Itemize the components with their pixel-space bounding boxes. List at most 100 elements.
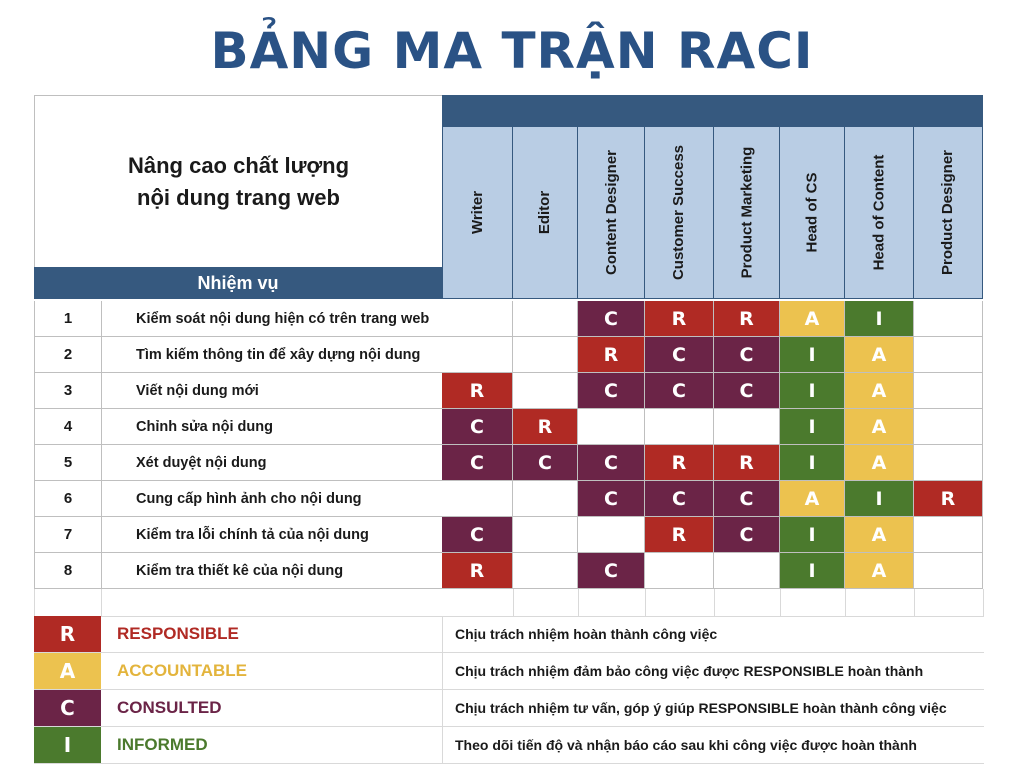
raci-cell: C <box>578 481 645 517</box>
raci-cell <box>513 481 578 517</box>
raci-cell: C <box>578 553 645 589</box>
role-label: Head of Content <box>870 154 888 271</box>
grid-divider <box>645 589 646 617</box>
role-label: Product Designer <box>939 149 957 276</box>
legend-letter: I <box>34 727 101 763</box>
raci-cell: A <box>845 337 914 373</box>
task-number: 4 <box>34 409 101 445</box>
role-header: Product Designer <box>914 127 983 299</box>
raci-cell: I <box>780 553 845 589</box>
raci-cell: C <box>578 373 645 409</box>
raci-cell: A <box>845 409 914 445</box>
raci-cell: R <box>442 373 513 409</box>
project-title: Nâng cao chất lượng nội dung trang web <box>34 95 442 267</box>
legend-column-divider <box>442 690 443 726</box>
raci-cell <box>442 337 513 373</box>
legend-letter: C <box>34 690 101 726</box>
raci-cell: I <box>780 373 845 409</box>
legend-column-divider <box>442 616 443 652</box>
raci-cell: I <box>780 337 845 373</box>
task-name: Chỉnh sửa nội dung <box>101 409 442 445</box>
raci-cell: C <box>442 445 513 481</box>
task-number: 7 <box>34 517 101 553</box>
raci-cell: I <box>845 481 914 517</box>
raci-cell: R <box>645 517 714 553</box>
raci-cell <box>513 337 578 373</box>
raci-cell: A <box>780 481 845 517</box>
role-header: Writer <box>442 127 513 299</box>
role-label: Head of CS <box>803 172 821 253</box>
raci-cell <box>513 373 578 409</box>
task-name: Cung cấp hình ảnh cho nội dung <box>101 481 442 517</box>
raci-cell <box>513 301 578 337</box>
raci-cell: R <box>714 301 780 337</box>
raci-cell: A <box>780 301 845 337</box>
legend-name: INFORMED <box>117 735 208 754</box>
raci-cell <box>914 445 983 481</box>
legend-column-divider <box>442 653 443 689</box>
role-header: Head of CS <box>780 127 845 299</box>
raci-cell: I <box>845 301 914 337</box>
legend-column-divider <box>442 727 443 763</box>
task-name: Tìm kiếm thông tin để xây dựng nội dung <box>101 337 442 373</box>
raci-cell: I <box>780 409 845 445</box>
raci-cell: A <box>845 445 914 481</box>
raci-cell <box>513 517 578 553</box>
grid-divider <box>714 589 715 617</box>
role-header-bar <box>442 95 983 127</box>
raci-cell: C <box>714 481 780 517</box>
raci-cell <box>714 553 780 589</box>
legend-name: CONSULTED <box>117 698 222 717</box>
raci-cell: I <box>780 445 845 481</box>
project-title-line-1: Nâng cao chất lượng <box>127 152 350 178</box>
raci-cell: R <box>645 301 714 337</box>
raci-cell <box>914 373 983 409</box>
role-header: Head of Content <box>845 127 914 299</box>
raci-cell: C <box>645 481 714 517</box>
raci-cell <box>914 517 983 553</box>
task-number: 1 <box>34 301 101 337</box>
raci-cell <box>578 409 645 445</box>
grid-divider <box>101 589 102 617</box>
task-column-header: Nhiệm vụ <box>34 267 442 299</box>
raci-cell <box>914 553 983 589</box>
raci-cell: A <box>845 373 914 409</box>
raci-cell <box>914 409 983 445</box>
role-label: Editor <box>536 190 554 235</box>
raci-cell: A <box>845 553 914 589</box>
role-header: Content Designer <box>578 127 645 299</box>
raci-cell <box>513 553 578 589</box>
legend-name: RESPONSIBLE <box>117 624 239 643</box>
legend-name: ACCOUNTABLE <box>117 661 248 680</box>
raci-cell <box>914 301 983 337</box>
role-label: Customer Success <box>670 144 688 281</box>
legend-divider <box>34 652 984 653</box>
raci-cell <box>645 553 714 589</box>
legend-letter: A <box>34 653 101 689</box>
task-name: Viết nội dung mới <box>101 373 442 409</box>
grid-divider <box>513 589 514 617</box>
task-name: Xét duyệt nội dung <box>101 445 442 481</box>
raci-cell: C <box>578 445 645 481</box>
raci-cell: C <box>645 337 714 373</box>
raci-cell: C <box>714 517 780 553</box>
grid-divider <box>983 589 984 617</box>
raci-cell <box>442 301 513 337</box>
raci-cell: C <box>513 445 578 481</box>
raci-cell <box>914 337 983 373</box>
task-name: Kiểm soát nội dung hiện có trên trang we… <box>101 301 442 337</box>
legend-divider <box>34 689 984 690</box>
task-number: 8 <box>34 553 101 589</box>
raci-cell <box>442 481 513 517</box>
task-number: 3 <box>34 373 101 409</box>
role-label: Writer <box>468 190 486 235</box>
raci-cell: C <box>578 301 645 337</box>
raci-cell <box>578 517 645 553</box>
role-label: Product Marketing <box>738 146 755 279</box>
raci-cell: R <box>914 481 983 517</box>
raci-cell: R <box>578 337 645 373</box>
raci-cell: C <box>645 373 714 409</box>
raci-cell: C <box>442 517 513 553</box>
role-header: Editor <box>513 127 578 299</box>
